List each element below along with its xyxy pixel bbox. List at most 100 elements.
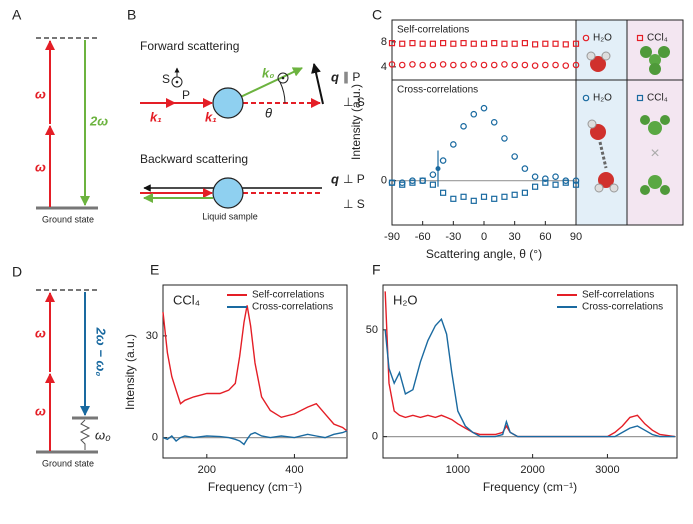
molecule (601, 51, 611, 61)
molecule (586, 51, 596, 61)
angle-arc (279, 81, 286, 104)
point (542, 175, 549, 182)
x-tick-label: 200 (198, 464, 216, 476)
plot-frame (391, 79, 577, 226)
x-tick-label: 60 (539, 231, 551, 243)
point (521, 61, 529, 69)
error-point (435, 166, 441, 172)
point (490, 61, 498, 69)
point (429, 61, 437, 69)
point (542, 179, 549, 186)
x-tick-label: 1000 (446, 464, 470, 476)
omega-label: ω (35, 86, 46, 101)
x-tick-label: 30 (509, 231, 521, 243)
chart: 0 -90 -60 -30 0 30 60 90 Cross-correlations Scatt… (381, 79, 668, 261)
point (399, 40, 406, 47)
panel-letter: A (12, 7, 22, 23)
molecule (590, 56, 606, 72)
x-tick-label: 90 (570, 231, 582, 243)
molecule (640, 46, 652, 58)
sample-label: Liquid sample (202, 211, 258, 221)
point (572, 181, 580, 188)
molecule (660, 185, 670, 195)
panel-letter: B (127, 7, 136, 23)
point (388, 40, 396, 47)
theta-label: θ (265, 105, 272, 120)
point (511, 191, 518, 198)
ground-label: Ground state (42, 214, 94, 224)
molecule (648, 121, 662, 135)
point (531, 173, 539, 180)
molecule (649, 63, 661, 75)
polarization (281, 76, 285, 80)
molecule (660, 115, 670, 125)
x-axis-label: Frequency (cm⁻¹) (208, 480, 302, 494)
annotation: CCl₄ (173, 292, 200, 307)
polarization-label: ⊥ S (343, 95, 365, 109)
p-label: P (182, 88, 190, 102)
series-line (162, 305, 348, 432)
panel-letter: E (150, 262, 159, 278)
point (562, 41, 569, 48)
point (480, 104, 488, 112)
point (419, 61, 426, 69)
point (511, 40, 518, 47)
point (491, 40, 498, 47)
legend-label: Self-correlations (582, 290, 654, 301)
point (511, 153, 518, 160)
sample (212, 87, 244, 119)
y-tick-label: 50 (366, 324, 378, 336)
forward-title: Forward scattering (140, 39, 239, 53)
panel-c-columns: × (575, 19, 684, 226)
legend-label: H₂O (593, 93, 612, 104)
sample (212, 177, 244, 209)
panel-letter: F (372, 262, 381, 278)
point (480, 40, 488, 47)
y-tick-label: 0 (152, 432, 158, 444)
y-tick-label: 30 (146, 330, 158, 342)
point (439, 157, 447, 164)
x-tick-label: -90 (384, 231, 400, 243)
legend-marker (636, 94, 644, 102)
chart: 0 50 1000 2000 3000 F H₂O Frequency (cm⁻¹) Self-… (366, 262, 678, 494)
point (470, 197, 477, 204)
legend-marker (582, 94, 590, 102)
x-axis-label: Frequency (cm⁻¹) (483, 480, 577, 494)
point (450, 61, 457, 69)
relaxation (79, 419, 91, 450)
y-tick-label: 8 (381, 36, 387, 48)
point (552, 61, 559, 69)
point (521, 40, 528, 47)
scattered-beam (231, 67, 303, 102)
point (460, 40, 467, 47)
panel-b: B Forward scattering S P k₁ k₁ k₀ θ q ∥ … (127, 7, 365, 222)
chart: 0 30 200 400 E CCl₄ Frequency (cm⁻¹) Intensity … (123, 262, 348, 494)
molecule (640, 185, 650, 195)
point (450, 141, 457, 148)
point (419, 177, 426, 184)
point (439, 61, 447, 68)
point (552, 173, 559, 180)
molecule (640, 115, 650, 125)
legend-label: CCl₄ (647, 93, 668, 104)
x-tick-label: 0 (481, 231, 487, 243)
point (491, 195, 498, 202)
legend-marker (636, 34, 644, 42)
point (532, 183, 539, 190)
chart-title: Self-correlations (397, 25, 469, 36)
point (460, 61, 467, 69)
point (409, 61, 416, 68)
panel-letter: C (372, 7, 382, 23)
panel-d: D ω ω 2ω − ω₀ ω₀ Ground state (12, 264, 111, 469)
point (480, 61, 488, 69)
point (501, 61, 508, 68)
y-tick-label: 0 (372, 431, 378, 443)
x-tick-label: -60 (415, 231, 431, 243)
point (521, 189, 528, 196)
polarization-label: ∥ P (343, 70, 360, 84)
point (572, 61, 580, 69)
polarization (175, 80, 179, 84)
omega-label: ω (35, 325, 46, 340)
q-vector (311, 63, 324, 105)
